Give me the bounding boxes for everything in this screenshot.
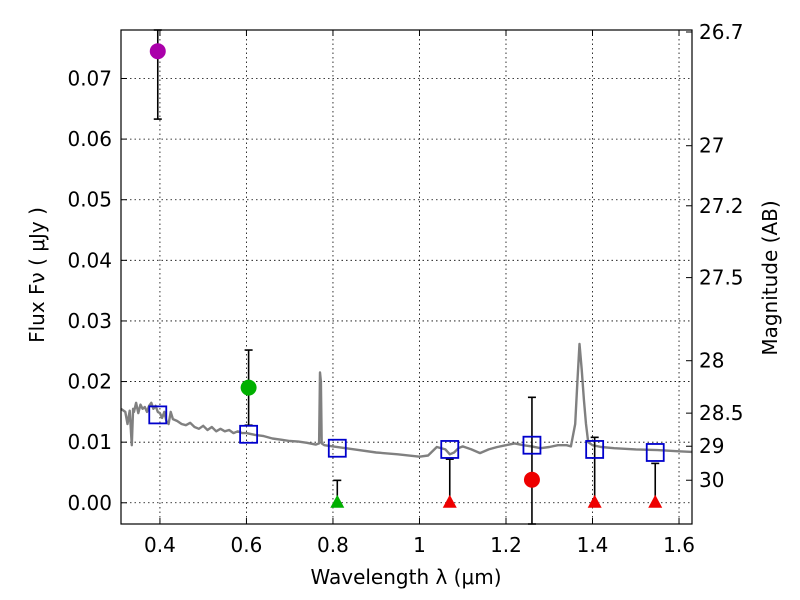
y2-tick-label: 27.5 <box>699 266 744 290</box>
y2-tick-label: 29 <box>699 434 724 458</box>
y2-tick-label: 26.7 <box>699 20 744 44</box>
y2-tick-label: 28.5 <box>699 401 744 425</box>
y2-tick-label: 30 <box>699 468 724 492</box>
y2-axis: 26.7 27 27.2 27.5 28 28.5 29 30 <box>686 20 744 492</box>
y2-tick-label: 28 <box>699 349 724 373</box>
errorbar-layer <box>153 29 660 525</box>
y2-tick-label: 27 <box>699 134 724 158</box>
y-tick-label: 0.02 <box>67 370 112 394</box>
model-photometry-square <box>148 405 168 425</box>
detection-point <box>240 379 257 396</box>
y-tick-label: 0.05 <box>67 188 112 212</box>
detection-point <box>149 43 166 60</box>
y-axis: 0.00 0.01 0.02 0.03 0.04 0.05 0.06 0.07 <box>67 66 127 515</box>
x-axis: 0.4 0.6 0.8 1 1.2 1.4 1.6 <box>144 30 695 557</box>
model-photometry-square <box>239 424 259 444</box>
y2-axis-label: Magnitude (AB) <box>758 200 782 355</box>
y-tick-label: 0.03 <box>67 309 112 333</box>
model-photometry-square <box>522 435 542 455</box>
y-tick-label: 0.04 <box>67 248 112 272</box>
y-tick-label: 0.06 <box>67 127 112 151</box>
x-tick-label: 0.6 <box>231 533 263 557</box>
x-axis-label: Wavelength λ (μm) <box>310 565 501 589</box>
plot-frame <box>120 29 693 525</box>
y-tick-label: 0.07 <box>67 66 112 90</box>
y-axis-label: Flux Fν ( μJy ) <box>25 207 49 343</box>
detection-point <box>523 471 540 488</box>
model-sed-layer <box>120 342 693 458</box>
x-tick-label: 0.4 <box>144 533 176 557</box>
x-tick-label: 1.6 <box>663 533 695 557</box>
x-tick-label: 1 <box>413 533 426 557</box>
model-photometry-square <box>585 440 605 459</box>
y-tick-label: 0.00 <box>67 491 112 515</box>
model-photometry-square <box>327 438 347 458</box>
y-tick-label: 0.01 <box>67 430 112 454</box>
x-tick-label: 0.8 <box>317 533 349 557</box>
upper-limit-triangle <box>442 494 457 508</box>
model-photometry-square <box>645 443 665 462</box>
marker-layer <box>148 43 665 508</box>
grid-layer <box>121 30 692 524</box>
x-tick-label: 1.2 <box>490 533 522 557</box>
upper-limit-triangle <box>648 494 663 508</box>
model-photometry-square <box>440 440 460 459</box>
upper-limit-triangle <box>587 494 602 508</box>
model-sed-line <box>120 342 693 458</box>
upper-limit-triangle <box>330 494 345 508</box>
y2-tick-label: 27.2 <box>699 194 744 218</box>
x-tick-label: 1.4 <box>577 533 609 557</box>
